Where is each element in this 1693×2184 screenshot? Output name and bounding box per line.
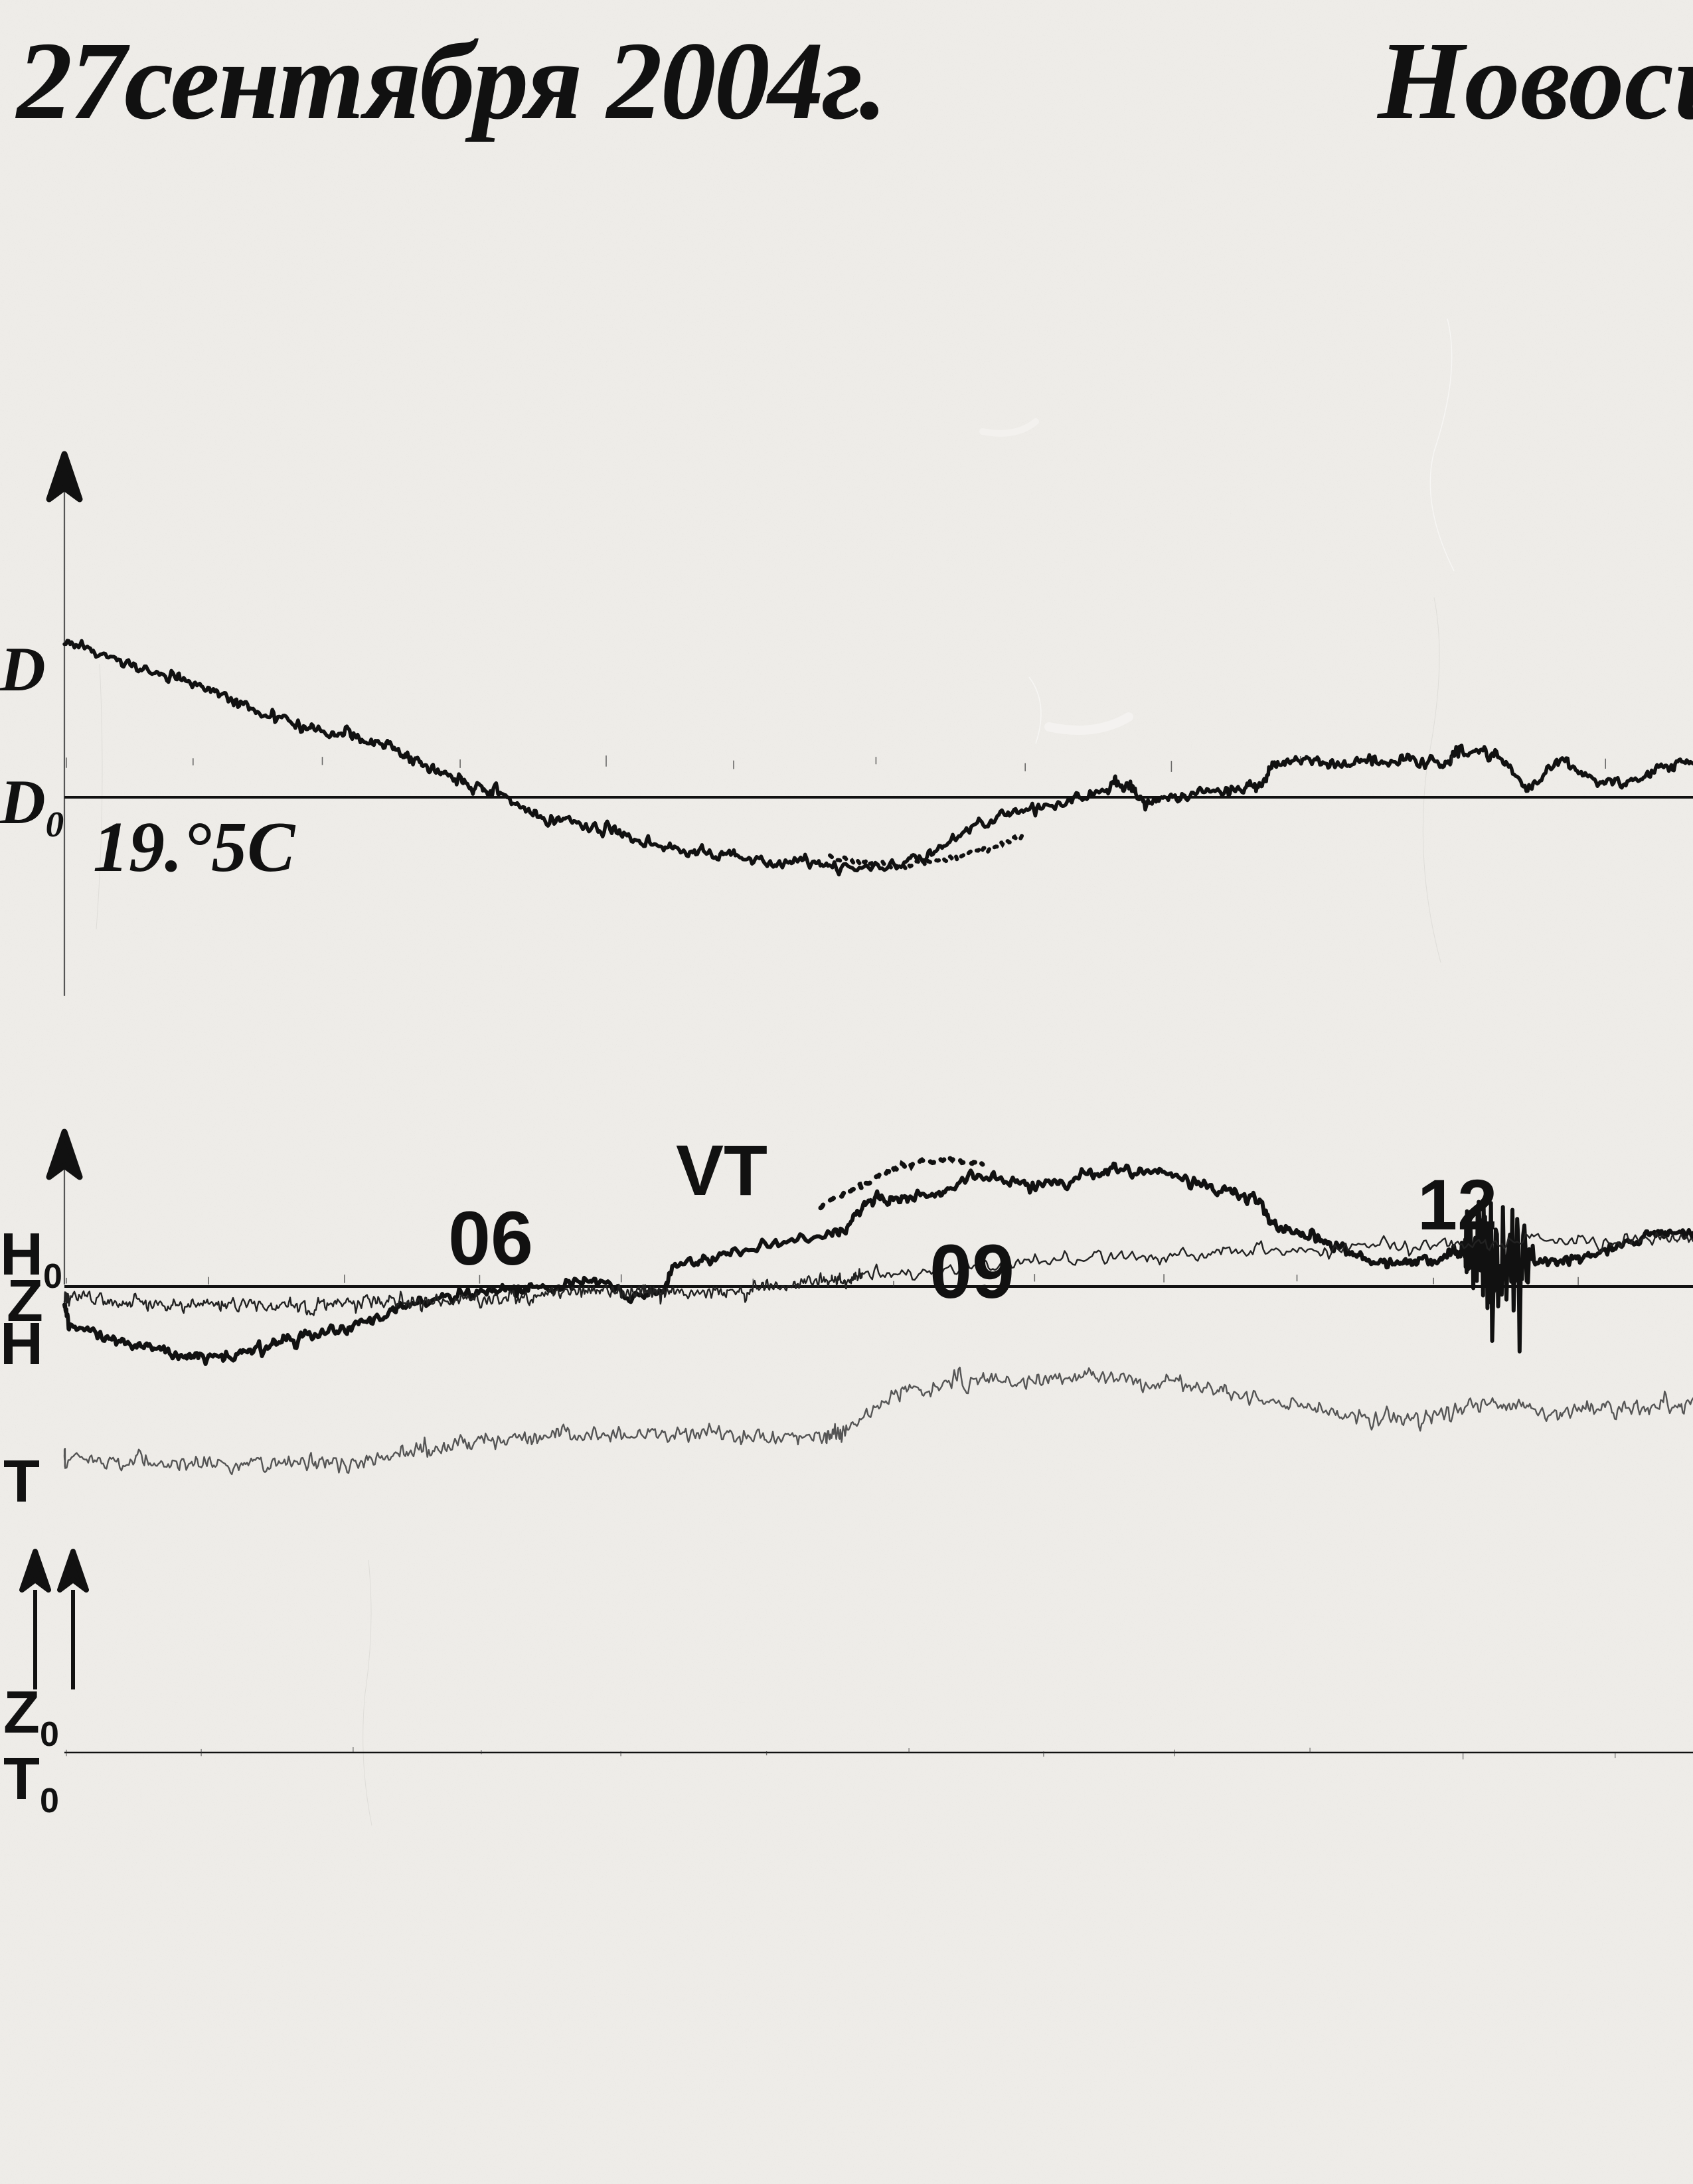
svg-text:19.°5C: 19.°5C [93, 808, 296, 887]
svg-text:27сентября 2004г.: 27сентября 2004г. [15, 19, 885, 143]
svg-text:D: D [0, 634, 46, 704]
svg-text:12: 12 [1417, 1164, 1497, 1245]
svg-text:09: 09 [929, 1229, 1014, 1314]
svg-text:VT: VT [676, 1130, 767, 1210]
svg-text:06: 06 [448, 1196, 533, 1281]
svg-text:H: H [0, 1311, 43, 1377]
svg-text:Новосибирск: Новосибирск [1376, 19, 1693, 143]
svg-text:T: T [3, 1448, 40, 1515]
